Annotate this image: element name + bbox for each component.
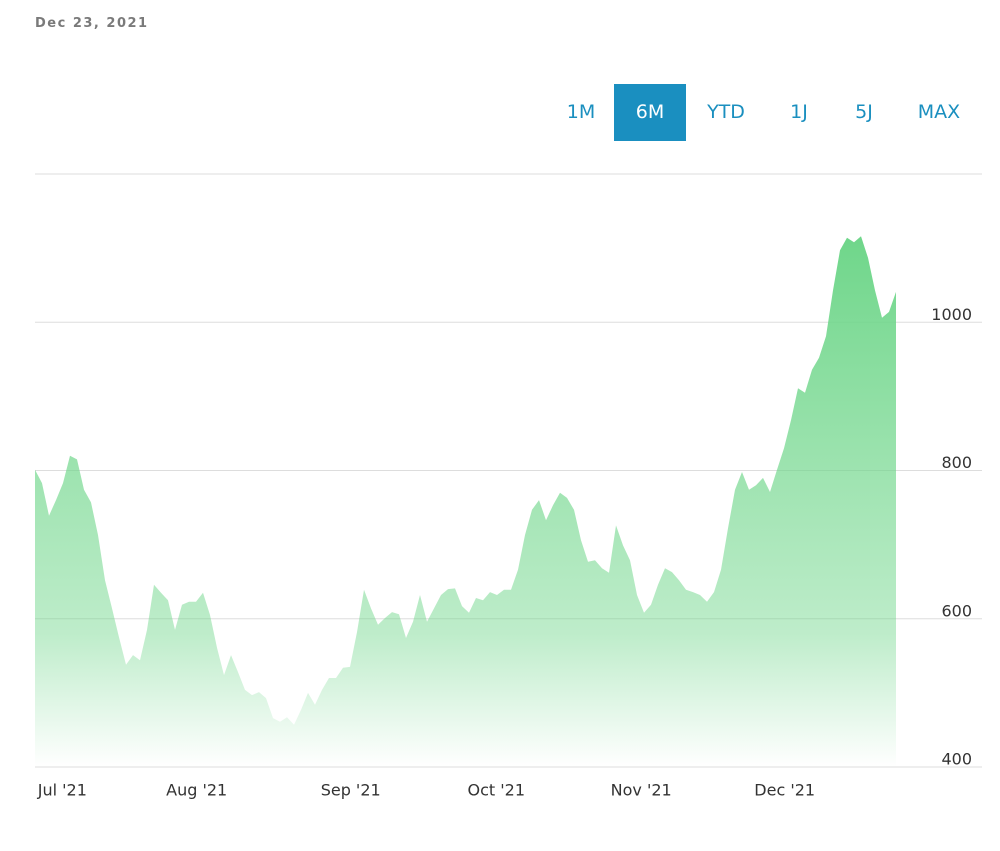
range-button[interactable]: 1J xyxy=(790,101,808,123)
range-button[interactable]: 1M xyxy=(566,101,596,123)
x-tick-label: Oct '21 xyxy=(468,781,526,800)
x-tick-label: Dec '21 xyxy=(754,781,815,800)
range-button[interactable]: MAX xyxy=(917,101,961,123)
range-button[interactable]: YTD xyxy=(707,101,745,123)
x-tick-label: Jul '21 xyxy=(37,781,87,800)
x-tick-label: Nov '21 xyxy=(611,781,672,800)
x-tick-label: Aug '21 xyxy=(166,781,227,800)
date-label: Dec 23, 2021 xyxy=(35,16,149,31)
y-tick-label: 600 xyxy=(941,601,972,620)
price-area xyxy=(35,236,896,768)
y-tick-label: 400 xyxy=(941,750,972,769)
y-tick-label: 800 xyxy=(941,453,972,472)
x-tick-label: Sep '21 xyxy=(321,781,381,800)
range-selector: 1M 6M YTD 1J 5J MAX xyxy=(548,84,982,141)
range-button[interactable]: 6M xyxy=(614,84,686,141)
y-tick-label: 1000 xyxy=(931,305,972,324)
range-button[interactable]: 5J xyxy=(855,101,873,123)
